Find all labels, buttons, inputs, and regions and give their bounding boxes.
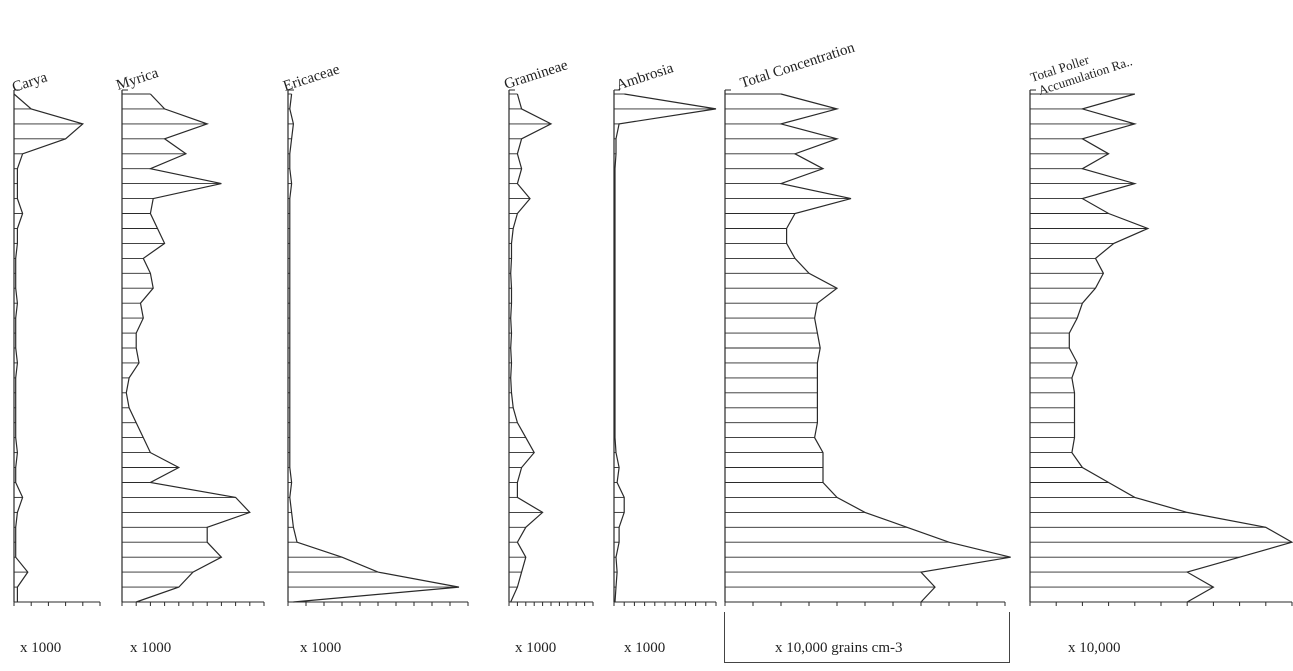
ambrosia-profile-line (614, 93, 717, 603)
title-myrica: Myrica (114, 65, 160, 94)
total-concentration-profile-line (778, 93, 1011, 603)
carya-profile-line (13, 93, 85, 602)
gramineae-profile-line (510, 93, 553, 603)
unit-myrica: x 1000 (130, 640, 172, 656)
unit-box-total-concentration (724, 612, 1010, 663)
unit-carya: x 1000 (20, 640, 62, 656)
title-carya: Carya (10, 69, 49, 95)
title-ambrosia: Ambrosia (614, 60, 676, 94)
unit-total-concentration: x 10,000 grains cm-3 (775, 640, 903, 656)
unit-ericaceae: x 1000 (300, 640, 342, 656)
title-ericaceae: Ericaceae (281, 61, 342, 94)
myrica-profile-line (125, 93, 251, 603)
unit-gramineae: x 1000 (515, 640, 557, 656)
title-total-concentration: Total Concentration (738, 40, 857, 92)
unit-total-pollen: x 10,000 (1068, 640, 1121, 656)
unit-ambrosia: x 1000 (624, 640, 666, 656)
ericaceae-profile-line (289, 93, 460, 603)
total-pollen-accumulation-profile-line (1068, 93, 1293, 603)
title-gramineae: Gramineae (502, 57, 570, 93)
panels-group (13, 89, 1293, 606)
